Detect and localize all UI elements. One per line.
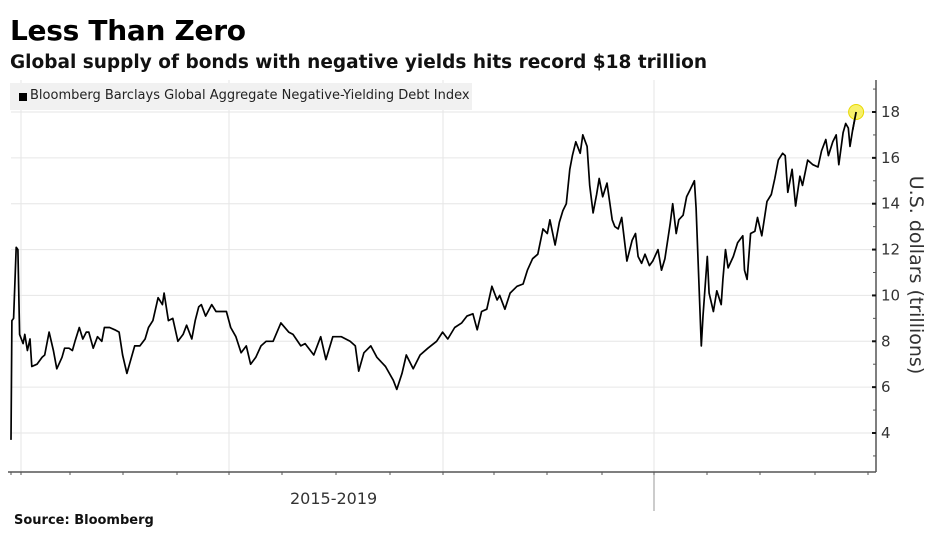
tick-marks <box>10 88 876 475</box>
vertical-gridlines <box>20 80 655 511</box>
y-tick-label: 12 <box>881 241 900 259</box>
legend-label: Bloomberg Barclays Global Aggregate Nega… <box>30 88 470 103</box>
chart-title: Less Than Zero <box>10 14 246 47</box>
legend-swatch-icon <box>19 93 27 101</box>
y-tick-label: 16 <box>881 149 900 167</box>
y-tick-label: 6 <box>881 378 891 396</box>
legend: Bloomberg Barclays Global Aggregate Nega… <box>10 83 472 110</box>
y-tick-labels: 4 6 8 10 12 14 16 18 <box>881 103 900 442</box>
y-axis-label: U.S. dollars (trillions) <box>905 175 927 375</box>
y-tick-label: 4 <box>881 424 891 442</box>
series-line-0 <box>10 111 857 440</box>
axes <box>8 80 877 473</box>
y-tick-label: 18 <box>881 103 900 121</box>
y-tick-label: 14 <box>881 195 900 213</box>
chart-subtitle: Global supply of bonds with negative yie… <box>10 52 708 73</box>
y-tick-label: 10 <box>881 286 900 304</box>
x-axis-label: 2015-2019 <box>290 489 378 508</box>
last-segment <box>851 111 857 131</box>
y-tick-label: 8 <box>881 332 891 350</box>
highlight-group <box>848 104 865 131</box>
series-group <box>10 111 857 440</box>
source-note: Source: Bloomberg <box>14 513 154 528</box>
